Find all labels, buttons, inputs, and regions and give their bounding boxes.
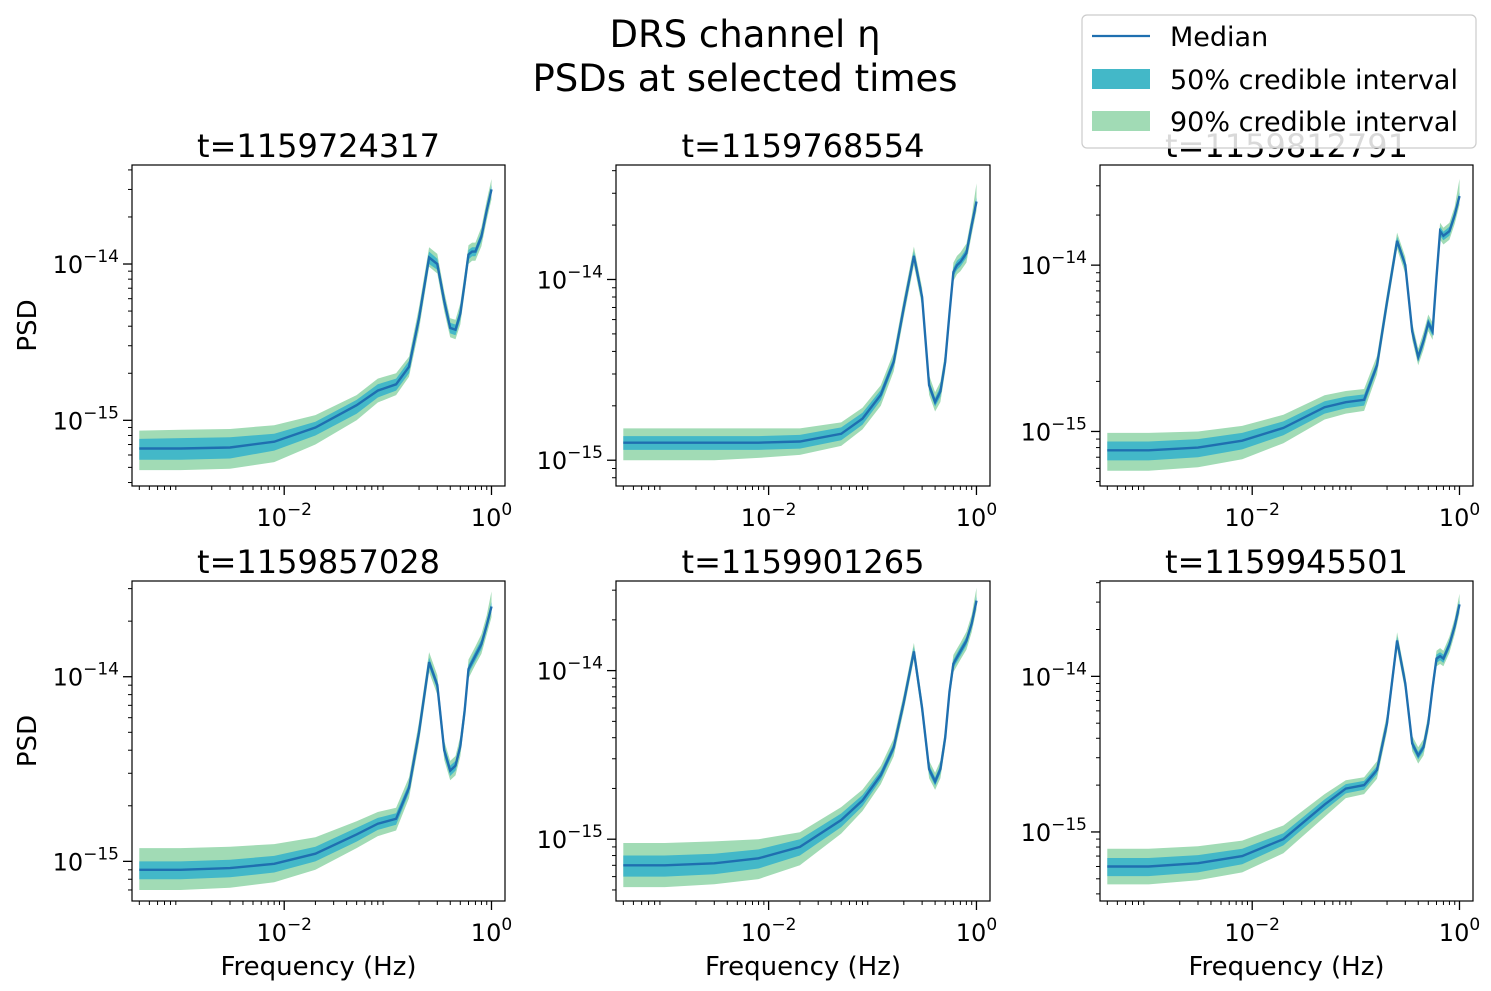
median-line <box>623 201 978 444</box>
axes-frame <box>615 164 991 487</box>
y-tick-label: 10−15 <box>537 822 603 854</box>
y-tick-label: 10−14 <box>1021 659 1087 691</box>
x-tick-label: 100 <box>1439 500 1480 532</box>
subplot-2: 10−2 100 10−15 10−14 t=1159768554 <box>537 127 998 532</box>
x-tick-label: 100 <box>471 915 512 947</box>
subplot-title: t=1159857028 <box>197 543 440 581</box>
x-tick-label: 100 <box>956 915 997 947</box>
x-tick-label: 10−2 <box>256 915 312 947</box>
axes-frame <box>615 580 991 902</box>
median-line <box>139 606 493 871</box>
subplot-title: t=1159768554 <box>682 127 925 165</box>
ci90-band <box>1107 593 1460 885</box>
legend-frame <box>1081 14 1477 149</box>
y-tick-label: 10−14 <box>537 654 603 686</box>
x-axis-label: Frequency (Hz) <box>1188 952 1384 982</box>
y-tick-label: 10−14 <box>537 262 603 294</box>
y-tick-label: 10−15 <box>1021 815 1087 847</box>
figure-title-line1: DRS channel η <box>609 13 880 56</box>
legend-median-label: Median <box>1170 22 1268 53</box>
y-axis-label: PSD <box>13 715 43 767</box>
legend-ci50-patch <box>1092 69 1150 89</box>
ci90-band <box>623 183 977 461</box>
ci90-band <box>139 591 492 890</box>
axes-frame <box>1099 164 1474 487</box>
median-line <box>623 600 978 867</box>
legend-ci90-patch <box>1092 111 1150 131</box>
subplot-1: 10−2 100 10−15 10−14 t=1159724317 PSD <box>13 127 512 532</box>
legend: Median 50% credible interval 90% credibl… <box>1081 14 1477 149</box>
x-tick-label: 10−2 <box>1224 915 1280 947</box>
median-line <box>1107 604 1461 868</box>
x-axis-label: Frequency (Hz) <box>220 952 416 982</box>
legend-ci50-label: 50% credible interval <box>1170 65 1458 96</box>
subplot-title: t=1159724317 <box>197 127 440 165</box>
x-tick-label: 10−2 <box>256 500 312 532</box>
figure-title-line2: PSDs at selected times <box>532 57 957 100</box>
subplot-4: 10−2 100 10−15 10−14 t=1159857028 PSD Frequenc… <box>13 543 512 982</box>
y-tick-label: 10−14 <box>53 660 119 692</box>
y-tick-label: 10−14 <box>1021 248 1087 280</box>
axes-frame <box>131 164 506 487</box>
y-tick-label: 10−15 <box>53 403 119 435</box>
median-line <box>1107 195 1461 452</box>
subplot-title: t=1159901265 <box>682 543 925 581</box>
x-tick-label: 100 <box>956 500 997 532</box>
axes-frame <box>131 580 506 902</box>
x-axis-label: Frequency (Hz) <box>705 952 901 982</box>
subplot-6: 10−2 100 10−15 10−14 t=1159945501 Frequency (… <box>1021 543 1481 982</box>
ci50-band <box>1107 600 1460 877</box>
x-tick-label: 10−2 <box>741 500 797 532</box>
x-tick-label: 100 <box>1439 915 1480 947</box>
y-tick-label: 10−15 <box>1021 414 1087 446</box>
legend-ci90-label: 90% credible interval <box>1170 107 1458 138</box>
y-axis-label: PSD <box>13 299 43 351</box>
y-tick-label: 10−15 <box>53 844 119 876</box>
x-tick-label: 100 <box>471 500 512 532</box>
subplot-5: 10−2 100 10−15 10−14 t=1159901265 Frequency (… <box>537 543 998 982</box>
median-line <box>139 189 493 450</box>
y-tick-label: 10−14 <box>53 247 119 279</box>
x-tick-label: 10−2 <box>741 915 797 947</box>
subplot-title: t=1159945501 <box>1165 543 1408 581</box>
axes-frame <box>1099 580 1474 902</box>
y-tick-label: 10−15 <box>537 443 603 475</box>
x-tick-label: 10−2 <box>1224 500 1280 532</box>
